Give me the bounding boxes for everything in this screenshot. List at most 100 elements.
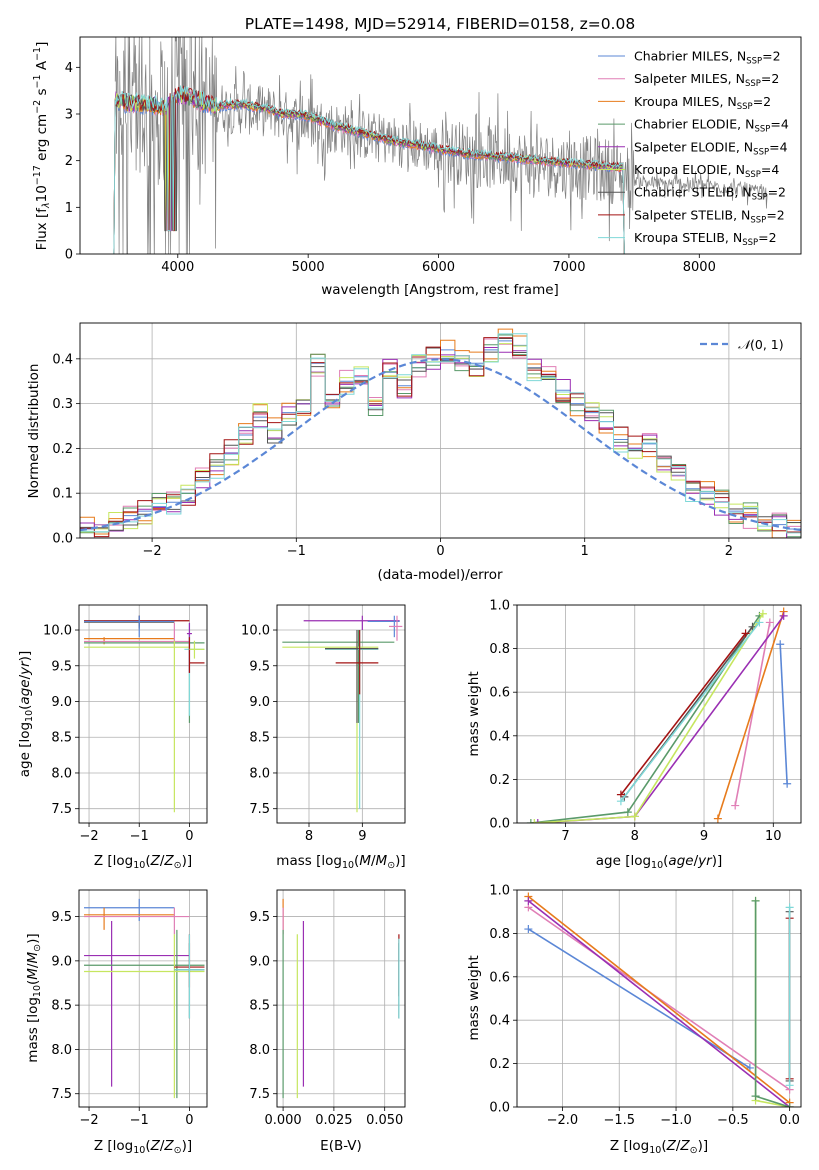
series-point xyxy=(630,812,639,821)
x-axis-label: mass [log10(M/M⊙)] xyxy=(276,853,405,871)
legend-entry: Chabrier STELIB, NSSP=2 xyxy=(634,185,786,203)
model-spectrum-kroupa-stelib xyxy=(113,85,625,254)
series-point xyxy=(751,896,760,905)
series-point xyxy=(785,1103,794,1107)
series-line-salpeter-stelib xyxy=(620,632,747,796)
series-line-chabrier-miles xyxy=(527,928,751,1069)
y-tick-label: 8.0 xyxy=(249,1043,270,1058)
x-tick-label: 6000 xyxy=(422,260,455,275)
x-axis-label: wavelength [Angstrom, rest frame] xyxy=(321,282,559,298)
y-tick-label: 7.5 xyxy=(249,1087,270,1102)
x-tick-label: −0.5 xyxy=(717,1113,749,1128)
plot-area xyxy=(79,605,207,823)
x-tick-label: 8 xyxy=(631,829,639,844)
series-line-salpeter-miles xyxy=(527,906,791,1091)
y-tick-label: 0.8 xyxy=(489,642,510,657)
observed-spectrum xyxy=(114,37,768,254)
y-tick-label: 9.5 xyxy=(249,659,270,674)
x-tick-label: 2 xyxy=(725,544,733,559)
residual-histogram-panel: −2 −1 0 1 2 0.0 0.1 0.2 0.3 0.4 𝒩(0, 1) (data-model… xyxy=(26,322,802,583)
y-tick-label: 8.5 xyxy=(51,999,72,1014)
x-tick-label: 0.0 xyxy=(779,1113,800,1128)
y-axis-label: age [log10(age/yr)] xyxy=(17,651,35,777)
series-point xyxy=(616,797,625,806)
series-point xyxy=(713,814,722,823)
weight-vs-age-panel: 7 8 9 10 0.0 0.2 0.4 0.6 0.8 1.0 age [log10(age/yr… xyxy=(466,599,802,871)
x-tick-label: 5000 xyxy=(292,260,325,275)
plot-area xyxy=(277,890,405,1107)
x-axis-label: age [log10(age/yr)] xyxy=(596,853,722,871)
series-point xyxy=(524,925,533,934)
series-point xyxy=(755,618,764,627)
x-tick-label: 0.000 xyxy=(264,1113,301,1128)
series-point xyxy=(533,819,542,823)
y-tick-label: 0.4 xyxy=(489,729,510,744)
y-tick-label: 8.0 xyxy=(249,766,270,781)
y-tick-label: 0.6 xyxy=(489,686,510,701)
x-tick-label: 0 xyxy=(436,544,444,559)
series-point xyxy=(758,609,767,618)
weight-vs-metallicity-panel: −2.0 −1.5 −1.0 −0.5 0.0 0.0 0.2 0.4 0.6 0.8 1.0 Z [… xyxy=(466,884,802,1156)
series-point xyxy=(623,808,632,817)
series-point xyxy=(731,801,740,810)
y-axis-label: mass weight xyxy=(466,671,482,756)
x-tick-label: 9 xyxy=(700,829,708,844)
x-axis-label: Z [log10(Z/Z⊙)] xyxy=(94,853,192,871)
series-point xyxy=(776,640,785,649)
y-tick-label: 8.5 xyxy=(51,731,72,746)
y-tick-label: 2 xyxy=(65,154,73,169)
series-line-kroupa-miles xyxy=(717,611,785,819)
series-line-kroupa-elodie xyxy=(534,613,764,823)
series-line-salpeter-elodie xyxy=(527,900,791,1107)
y-tick-label: 9.0 xyxy=(51,954,72,969)
x-axis-label: Z [log10(Z/Z⊙)] xyxy=(94,1138,192,1156)
series-point xyxy=(526,819,535,823)
figure-title: PLATE=1498, MJD=52914, FIBERID=0158, z=0… xyxy=(245,15,635,33)
y-axis-label: Flux [fλ10−17 erg cm−2 s−1 A−1] xyxy=(32,42,52,251)
x-tick-label: −1.0 xyxy=(660,1113,692,1128)
series-point xyxy=(785,903,794,912)
x-tick-label: 0.025 xyxy=(315,1113,352,1128)
y-tick-label: 0.2 xyxy=(489,773,510,788)
y-axis-label: mass weight xyxy=(466,955,482,1040)
axes-frame xyxy=(516,604,802,824)
x-tick-label: −2 xyxy=(79,1113,98,1128)
y-tick-label: 4 xyxy=(65,61,73,76)
x-tick-label: 8 xyxy=(305,829,313,844)
x-tick-label: 1 xyxy=(581,544,589,559)
axes-frame xyxy=(516,889,802,1108)
normal-distribution-curve xyxy=(80,358,801,532)
x-tick-label: 0 xyxy=(185,1113,193,1128)
x-tick-label: 8000 xyxy=(683,260,716,275)
y-tick-label: 9.0 xyxy=(51,695,72,710)
series-line-kroupa-stelib xyxy=(620,621,761,802)
series-line-salpeter-elodie xyxy=(537,615,785,823)
series-point xyxy=(785,1081,794,1090)
y-tick-label: 0.3 xyxy=(52,397,73,412)
plot-area xyxy=(79,890,207,1107)
x-tick-label: −1.5 xyxy=(603,1113,635,1128)
x-tick-label: 9 xyxy=(358,829,366,844)
y-tick-label: 0.1 xyxy=(52,487,73,502)
y-tick-label: 8.0 xyxy=(51,766,72,781)
x-tick-label: 4000 xyxy=(161,260,194,275)
legend-entry: 𝒩(0, 1) xyxy=(738,337,784,352)
histogram-kroupa-stelib xyxy=(80,333,801,538)
age-vs-metallicity-panel: −2 −1 0 7.5 8.0 8.5 9.0 9.5 10.0 Z [log10(Z/Z⊙)] a… xyxy=(17,604,208,871)
x-tick-label: 10 xyxy=(765,829,782,844)
x-tick-label: −1 xyxy=(287,544,306,559)
axes-frame xyxy=(78,604,208,824)
plot-area xyxy=(517,890,801,1107)
y-tick-label: 9.0 xyxy=(249,954,270,969)
legend-entry: Kroupa ELODIE, NSSP=4 xyxy=(634,162,779,180)
y-tick-label: 7.5 xyxy=(51,802,72,817)
series-point xyxy=(741,629,750,638)
series-point xyxy=(783,779,792,788)
plot-area xyxy=(80,323,801,538)
y-tick-label: 1.0 xyxy=(489,599,510,614)
plot-area xyxy=(277,605,405,823)
age-vs-mass-panel: 8 9 7.5 8.0 8.5 9.0 9.5 10.0 mass [log10(M/M⊙)] xyxy=(241,604,406,871)
y-tick-label: 7.5 xyxy=(249,802,270,817)
axes-frame xyxy=(79,322,802,539)
